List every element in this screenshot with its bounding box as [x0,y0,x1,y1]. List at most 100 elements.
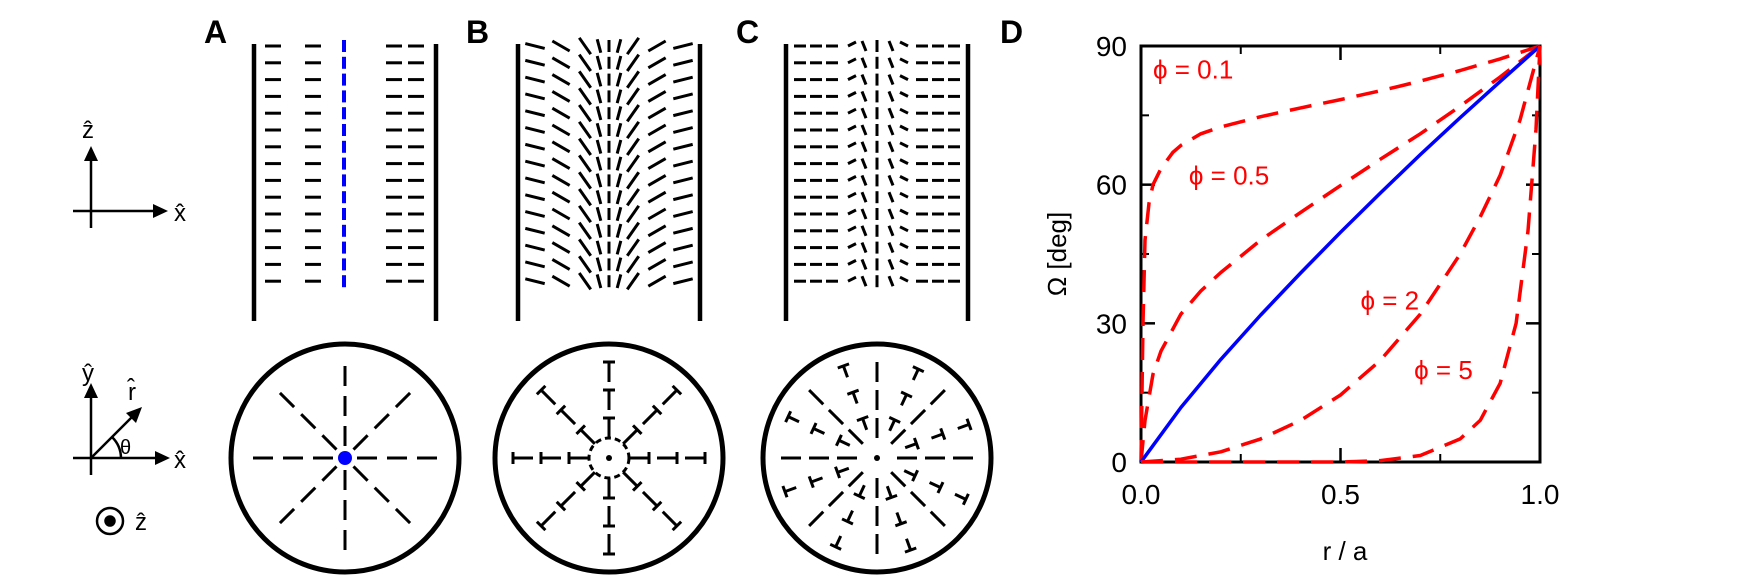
theta-label: θ [120,437,131,459]
director-dash [911,368,920,381]
director-dash [615,257,623,272]
nail-head [781,485,789,498]
director-dash [595,139,603,154]
nail-head [651,404,663,416]
nail-head [575,480,587,492]
director-dash [551,123,571,137]
director-dash [647,258,667,271]
director-dash [615,122,623,138]
xy-frame-legend [73,383,170,536]
director-dash [540,389,557,406]
director-dash [615,72,623,87]
director-dash [595,89,603,104]
director-dash [352,465,369,482]
director-dash [373,486,390,503]
director-dash [524,142,546,151]
nail-head [555,404,567,416]
director-dash [851,391,859,405]
director-dash [278,507,296,525]
nail-head [671,384,683,396]
director-dash [887,191,895,203]
director-dash [860,158,868,170]
chart-annotations: ϕ = 0.1 ϕ = 0.5 ϕ = 2 ϕ = 5 [1153,54,1473,384]
director-dash [899,74,909,81]
director-dash [524,75,546,84]
nail-head [900,390,913,399]
director-dash [321,465,338,482]
director-dash [860,124,868,136]
director-dash [899,107,909,115]
y-axis-label: Ω [deg] [1042,212,1072,297]
nail-head [912,365,925,374]
director-dash [847,141,857,149]
director-dash [524,42,546,50]
director-dash [672,260,694,269]
director-dash [887,208,895,220]
nail-head [841,517,854,526]
y-tick-label: 60 [1096,170,1127,201]
director-dash [899,191,909,199]
nail-head [809,422,818,435]
director-dash [847,91,857,98]
director-dash [647,73,667,86]
director-dash [579,471,596,488]
director-dash [595,190,603,205]
director-dash [861,418,869,431]
director-dash [903,469,916,478]
director-dash [672,176,694,185]
director-dash [579,428,596,445]
series-annotation: ϕ = 0.1 [1153,54,1233,84]
nail-head [835,434,843,447]
x-hat-label: x̂ [174,200,186,227]
director-dash [626,87,640,106]
director-dash [524,277,546,286]
director-dash [847,40,857,48]
nail-head [837,362,850,370]
director-dash [847,208,857,216]
director-dash [672,277,694,286]
director-dash [647,190,667,204]
director-dash [578,171,592,190]
director-dash [578,120,592,140]
director-dash [626,154,640,173]
nail-head [965,418,973,431]
director-dash [899,259,909,266]
director-dash [860,174,868,186]
nail-head [671,520,683,532]
nail-head [829,542,842,551]
nail-head [807,475,815,489]
director-dash [899,158,909,165]
director-dash [847,107,857,115]
director-dash [595,122,603,138]
director-dash [524,58,546,67]
series-line-3 [1140,45,1542,464]
y-hat-label: ŷ [82,360,94,387]
director-dash [905,538,913,551]
director-dash [578,53,592,72]
x-tick-label: 1.0 [1521,479,1560,510]
director-dash [887,258,895,270]
inner-ring [587,436,631,480]
director-dash [672,58,694,67]
director-dash [626,104,640,123]
director-dash [524,92,546,101]
director-dash [626,221,640,240]
director-dash [615,89,623,104]
y-tick-label: 90 [1096,31,1127,62]
nail-head [784,410,793,423]
panel-b-cross-section [492,341,726,575]
director-dash [394,391,412,409]
director-dash [615,38,623,54]
nail-head [853,492,866,500]
director-dash [647,174,667,187]
director-dash [615,274,623,289]
panel-c-cross-section [760,341,994,575]
director-dash [300,413,317,430]
director-dash [887,141,895,153]
director-dash [626,36,640,56]
director-dash [812,427,826,435]
director-dash [551,56,571,70]
director-dash [847,242,857,249]
nail-head [936,481,945,494]
